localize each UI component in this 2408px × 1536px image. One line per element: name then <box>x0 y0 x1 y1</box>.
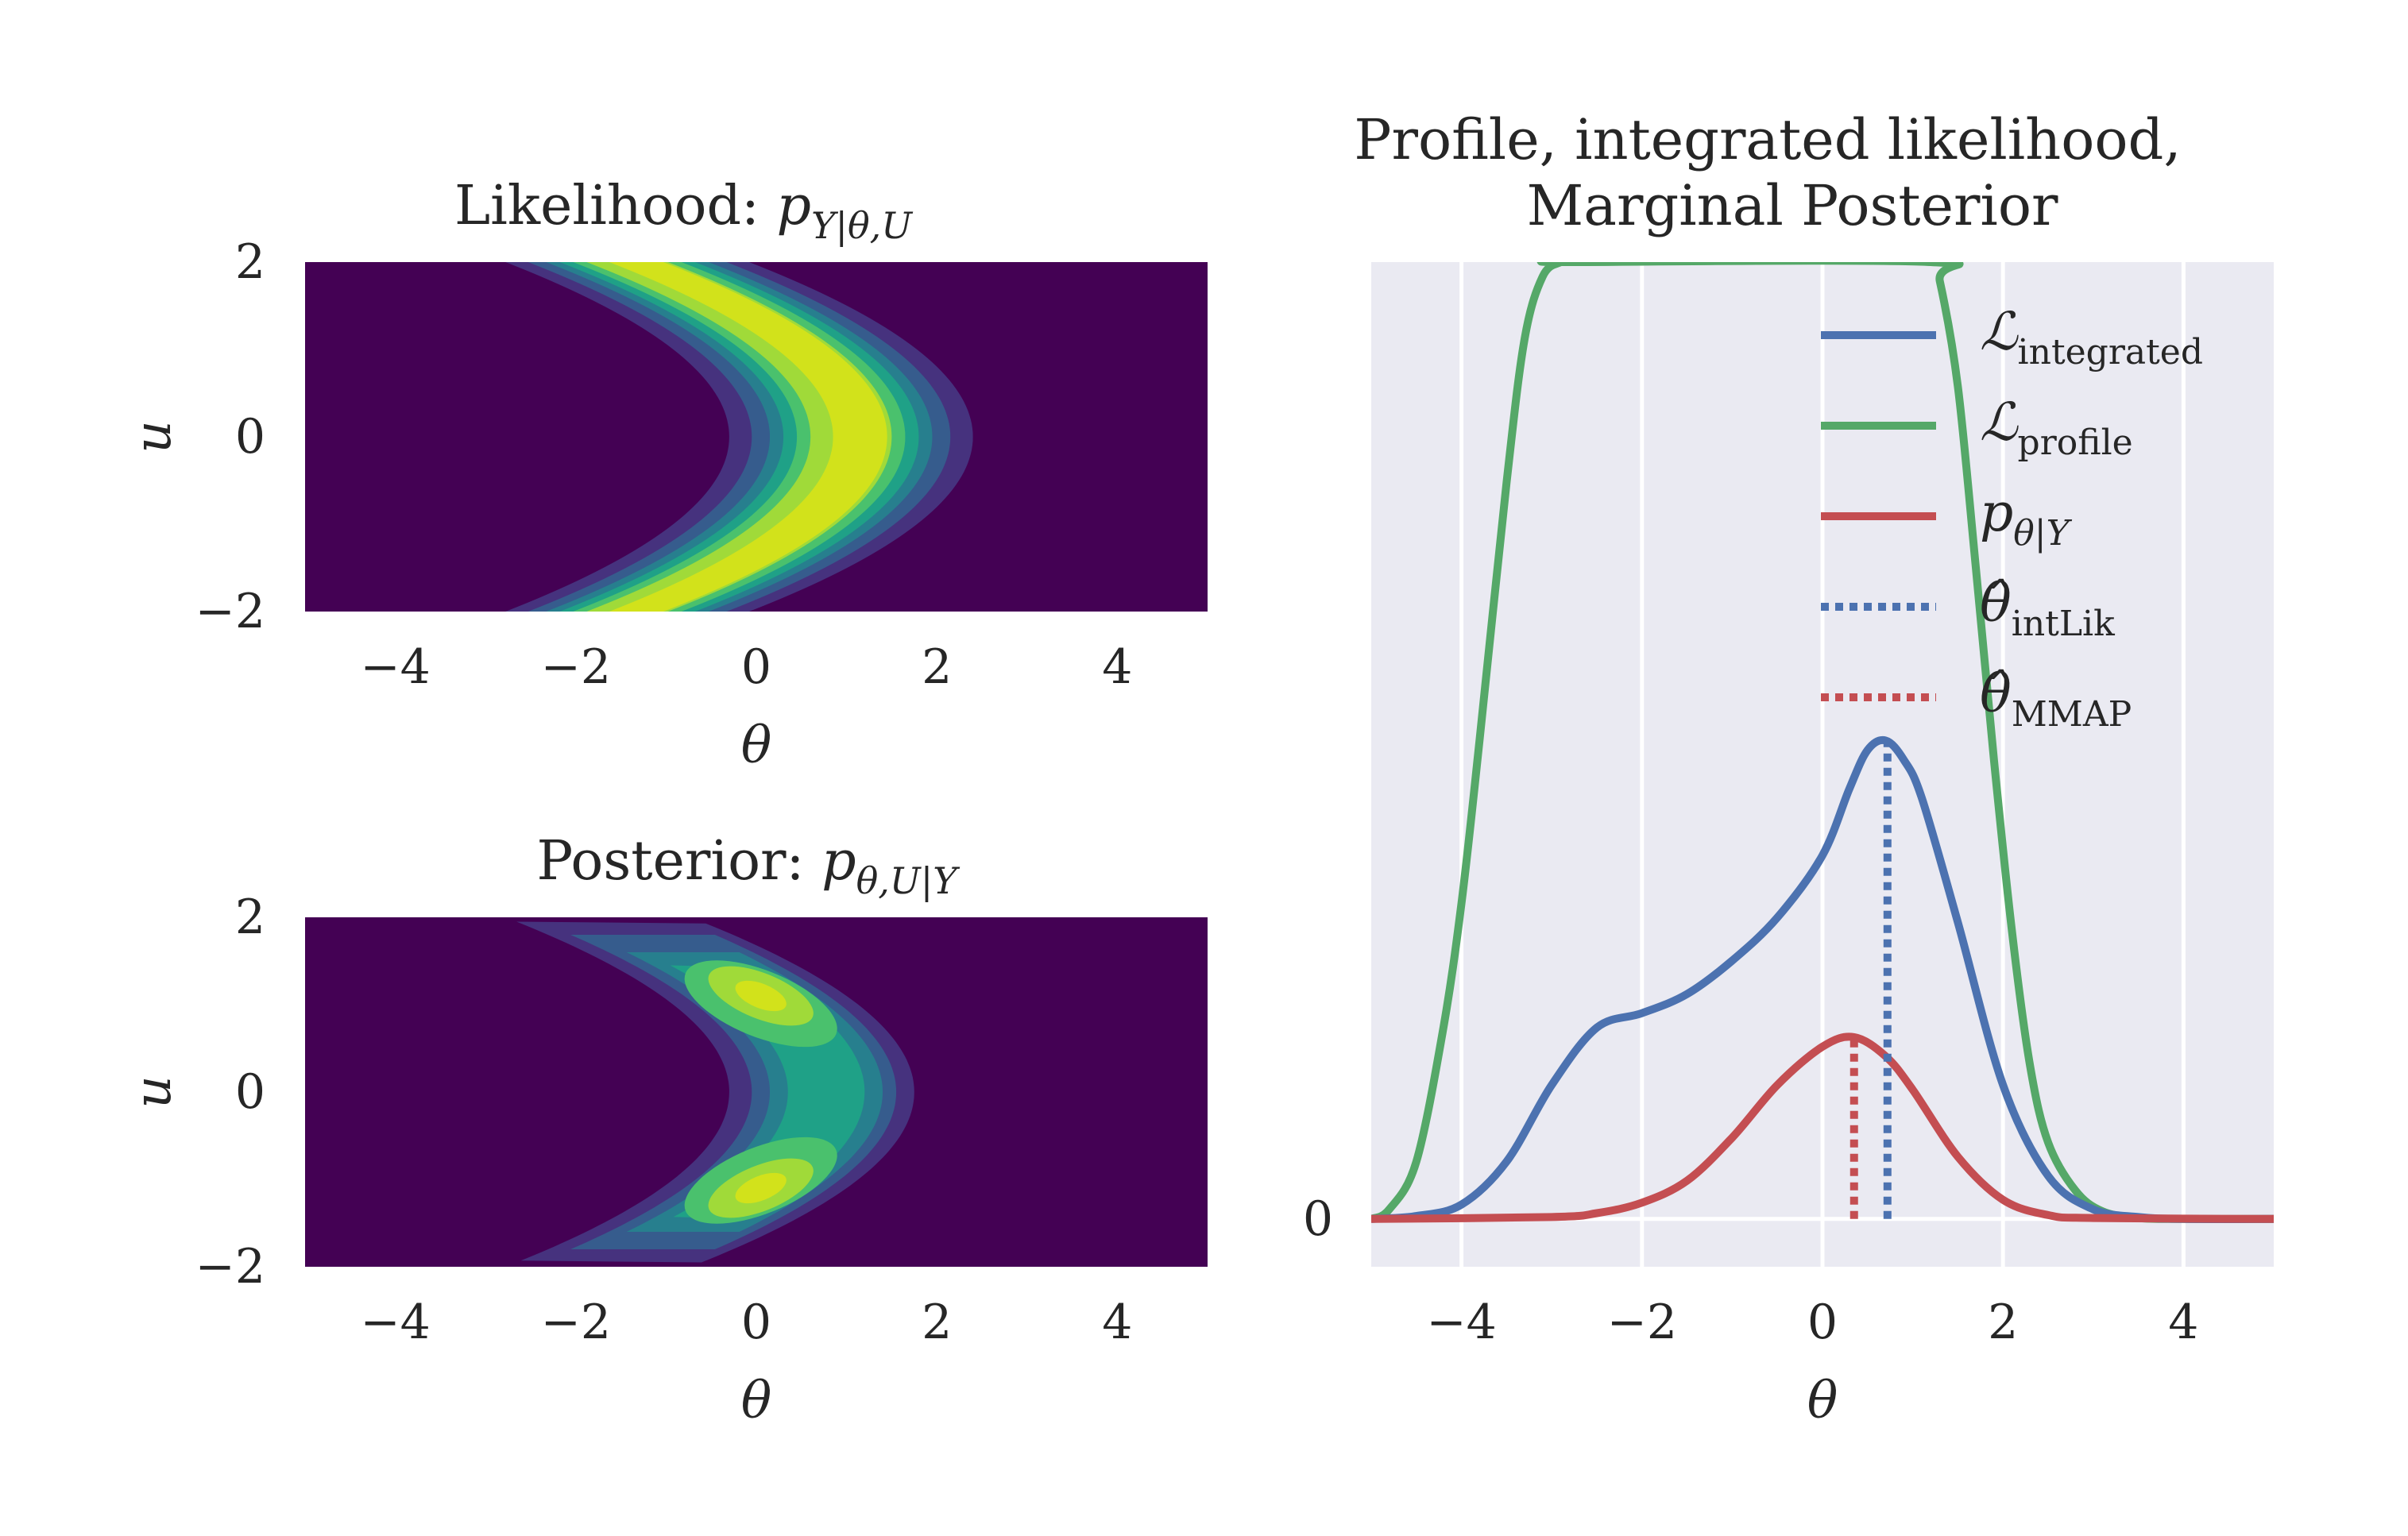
y-tick-label: −2 <box>195 584 265 639</box>
posterior-y-ticks: −2 0 2 <box>195 890 265 1295</box>
marginal-title-line1: Profile, integrated likelihood, <box>1354 107 2181 172</box>
likelihood-y-ticks: −2 0 2 <box>195 234 265 639</box>
y-tick-label: −2 <box>195 1239 265 1295</box>
likelihood-panel: Likelihood: pY|θ,U −4 −2 0 2 4 −2 0 2 θ u <box>124 175 1208 775</box>
y-tick-label: 0 <box>235 1064 265 1120</box>
posterior-mode-1-level-3 <box>735 980 787 1012</box>
marginal-panel: Profile, integrated likelihood, Marginal… <box>1303 107 2274 1430</box>
legend-entry-θ|Y: pθ|Y <box>1821 482 2073 554</box>
x-tick-label: −4 <box>360 639 430 695</box>
likelihood-contour-band-7 <box>609 262 887 612</box>
legend-entry-MMAP: θ̂MMAP <box>1821 663 2132 735</box>
legend-label: ℒprofile <box>1980 392 2133 463</box>
posterior-contours <box>516 921 914 1263</box>
x-tick-label: 2 <box>1988 1295 2018 1350</box>
x-tick-label: −4 <box>1426 1295 1496 1350</box>
posterior-x-axis-label: θ <box>741 1372 772 1430</box>
marginal-legend: ℒintegrated ℒprofile pθ|Y θ̂intLik θ̂MMAP <box>1821 301 2203 735</box>
x-tick-label: 2 <box>922 639 952 695</box>
x-tick-label: −2 <box>541 1295 611 1350</box>
series-line-θ|Y <box>1371 1032 2274 1223</box>
posterior-y-axis-label: u <box>124 1075 183 1108</box>
x-tick-label: −4 <box>360 1295 430 1350</box>
likelihood-contours <box>505 262 973 612</box>
y-tick-label: 2 <box>235 234 265 290</box>
x-tick-label: 0 <box>1807 1295 1838 1350</box>
posterior-title: Posterior: pθ,U|Y <box>536 830 960 902</box>
likelihood-x-ticks: −4 −2 0 2 4 <box>360 639 1132 695</box>
marginal-x-axis-label: θ <box>1807 1372 1838 1430</box>
y-tick-label: 2 <box>235 890 265 945</box>
legend-entry-profile: ℒprofile <box>1821 392 2133 463</box>
legend-label: θ̂intLik <box>1980 573 2115 644</box>
x-tick-label: −2 <box>541 639 611 695</box>
x-tick-label: 0 <box>741 1295 771 1350</box>
y-tick-label: 0 <box>235 409 265 465</box>
legend-entry-intLik: θ̂intLik <box>1821 573 2115 644</box>
legend-label: pθ|Y <box>1980 482 2073 554</box>
marginal-lines <box>1371 262 2274 1223</box>
marginal-x-ticks: −4 −2 0 2 4 <box>1426 1295 2198 1350</box>
x-tick-label: 0 <box>741 639 771 695</box>
x-tick-label: 4 <box>2168 1295 2198 1350</box>
x-tick-label: 4 <box>1102 1295 1132 1350</box>
series-line-integrated <box>1371 735 2274 1223</box>
series-line-profile <box>1371 262 2274 1223</box>
x-tick-label: 4 <box>1102 639 1132 695</box>
marginal-title-line2: Marginal Posterior <box>1527 173 2058 238</box>
y-tick-label: 0 <box>1303 1191 1333 1247</box>
likelihood-title: Likelihood: pY|θ,U <box>454 175 914 247</box>
marginal-y-ticks: 0 <box>1303 1191 1333 1247</box>
x-tick-label: −2 <box>1607 1295 1677 1350</box>
posterior-panel: Posterior: pθ,U|Y −4 −2 0 2 4 −2 0 2 θ u <box>124 830 1208 1430</box>
x-tick-label: 2 <box>922 1295 952 1350</box>
likelihood-y-axis-label: u <box>124 420 183 453</box>
legend-label: θ̂MMAP <box>1980 663 2132 735</box>
posterior-x-ticks: −4 −2 0 2 4 <box>360 1295 1132 1350</box>
legend-entry-integrated: ℒintegrated <box>1821 301 2203 372</box>
legend-label: ℒintegrated <box>1980 301 2203 372</box>
posterior-mode-2-level-3 <box>735 1172 787 1204</box>
likelihood-x-axis-label: θ <box>741 716 772 775</box>
